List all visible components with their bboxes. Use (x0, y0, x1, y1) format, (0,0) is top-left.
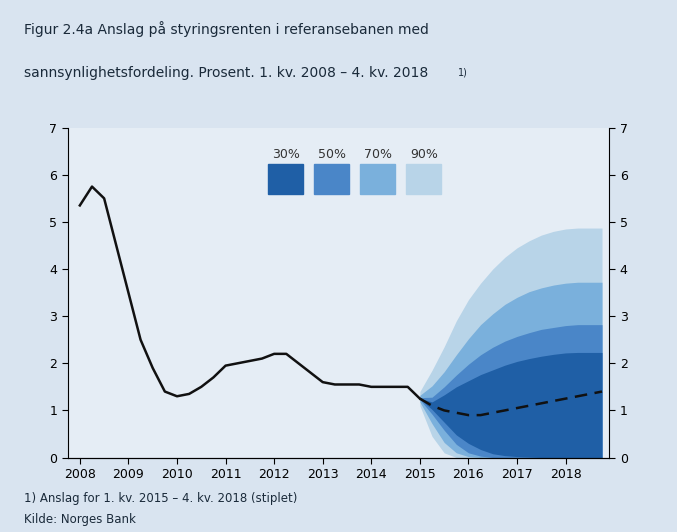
Text: 1): 1) (458, 67, 468, 77)
FancyBboxPatch shape (268, 164, 303, 194)
Text: 50%: 50% (318, 148, 346, 161)
FancyBboxPatch shape (360, 164, 395, 194)
Text: sannsynlighetsfordeling. Prosent. 1. kv. 2008 – 4. kv. 2018: sannsynlighetsfordeling. Prosent. 1. kv.… (24, 66, 428, 80)
Text: 30%: 30% (271, 148, 300, 161)
Text: Figur 2.4a Anslag på styringsrenten i referansebanen med: Figur 2.4a Anslag på styringsrenten i re… (24, 21, 429, 37)
Text: 70%: 70% (364, 148, 392, 161)
FancyBboxPatch shape (406, 164, 441, 194)
Text: 1) Anslag for 1. kv. 2015 – 4. kv. 2018 (stiplet): 1) Anslag for 1. kv. 2015 – 4. kv. 2018 … (24, 492, 297, 505)
FancyBboxPatch shape (314, 164, 349, 194)
Text: Kilde: Norges Bank: Kilde: Norges Bank (24, 513, 135, 526)
Text: 90%: 90% (410, 148, 438, 161)
